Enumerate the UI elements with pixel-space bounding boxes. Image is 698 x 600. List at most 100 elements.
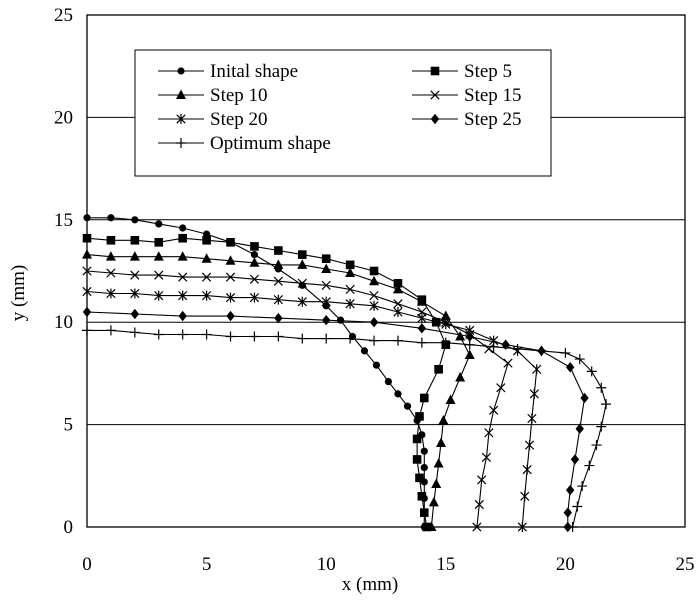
point-step-5-1 [106, 235, 116, 245]
point-step-20-1 [106, 288, 116, 299]
point-step-20-4 [178, 290, 188, 301]
point-inital-shape-4 [179, 224, 187, 232]
point-step-5-9 [297, 250, 307, 259]
point-optimum-shape-15 [440, 337, 451, 348]
legend-item-inital-shape: Inital shape [158, 61, 298, 82]
x-axis-tick-labels: 0 5 10 15 20 25 [82, 554, 694, 575]
point-step-15-13 [393, 299, 403, 309]
point-optimum-shape-1 [105, 325, 116, 336]
legend-marker-optimum-shape [176, 138, 186, 148]
point-step-5-11 [345, 260, 355, 270]
y-tick-label-0: 0 [64, 517, 74, 538]
series-step-15 [82, 266, 513, 532]
point-step-15-3 [154, 270, 164, 280]
point-optimum-shape-26 [591, 440, 602, 451]
y-tick-label-10: 10 [54, 312, 73, 333]
x-tick-label-0: 0 [82, 554, 92, 575]
point-step-20-6 [225, 292, 236, 303]
point-step-10-13 [392, 283, 403, 294]
point-inital-shape-13 [360, 347, 369, 355]
point-step-15-20 [489, 405, 499, 415]
point-step-20-11 [345, 298, 355, 309]
point-step-5-20 [412, 434, 422, 444]
point-optimum-shape-18 [512, 343, 523, 354]
point-step-15-22 [481, 452, 492, 462]
legend-label-inital-shape: Inital shape [210, 61, 298, 82]
series-line-step-15 [86, 270, 509, 528]
y-axis-tick-labels: 0 5 10 15 20 25 [54, 5, 73, 538]
point-step-5-10 [321, 254, 331, 264]
series-optimum-shape [82, 325, 612, 532]
legend-item-step-10: Step 10 [158, 85, 268, 106]
legend-marker-step-5 [430, 66, 440, 76]
legend-marker-inital-shape [177, 67, 185, 75]
point-step-25-7 [417, 323, 427, 334]
point-step-5-17 [434, 365, 443, 374]
y-tick-label-15: 15 [54, 210, 73, 231]
x-tick-label-10: 10 [317, 554, 336, 575]
legend-marker-step-15 [430, 90, 440, 100]
point-optimum-shape-8 [273, 331, 284, 342]
point-step-15-12 [369, 290, 379, 301]
point-optimum-shape-14 [416, 337, 427, 348]
point-optimum-shape-10 [321, 333, 332, 344]
point-step-25-16 [563, 507, 572, 518]
point-step-10-18 [455, 371, 466, 382]
point-step-15-18 [503, 358, 513, 368]
point-inital-shape-16 [394, 390, 402, 398]
point-step-5-19 [415, 412, 424, 421]
y-tick-label-25: 25 [54, 5, 73, 26]
point-step-10-17 [464, 349, 475, 359]
x-tick-label-15: 15 [436, 554, 455, 575]
point-inital-shape-11 [336, 316, 345, 324]
point-step-15-5 [201, 272, 212, 282]
point-step-5-2 [130, 235, 140, 245]
point-step-10-1 [105, 251, 116, 261]
point-optimum-shape-5 [201, 329, 212, 340]
point-step-25-14 [570, 454, 580, 465]
point-optimum-shape-17 [488, 341, 499, 352]
legend-label-optimum-shape: Optimum shape [210, 133, 331, 154]
point-step-5-4 [178, 233, 187, 243]
point-step-5-18 [419, 393, 429, 403]
legend-box [134, 49, 552, 177]
point-step-15-1 [106, 268, 116, 278]
point-step-15-8 [273, 276, 283, 286]
point-step-10-2 [129, 251, 140, 261]
point-step-10-7 [249, 257, 260, 267]
point-inital-shape-15 [384, 377, 392, 386]
point-step-15-7 [249, 274, 260, 284]
point-step-10-21 [436, 437, 447, 448]
point-step-20-14 [417, 313, 427, 324]
point-step-5-22 [415, 473, 424, 483]
point-step-25-5 [322, 314, 331, 326]
point-step-20-24 [520, 491, 530, 502]
point-optimum-shape-3 [153, 329, 164, 340]
point-step-20-23 [522, 464, 532, 475]
point-step-10-9 [297, 259, 308, 269]
point-step-10-25 [426, 521, 437, 531]
point-step-10-20 [438, 415, 449, 425]
legend-item-optimum-shape: Optimum shape [158, 133, 331, 154]
point-step-10-23 [431, 478, 442, 488]
point-step-15-10 [321, 280, 331, 290]
point-step-15-19 [496, 383, 506, 393]
point-step-10-22 [433, 458, 444, 468]
point-step-15-9 [297, 278, 307, 288]
point-optimum-shape-6 [225, 331, 236, 342]
legend-label-step-20: Step 20 [210, 109, 268, 130]
point-step-20-3 [154, 290, 164, 301]
point-step-10-4 [177, 251, 188, 261]
point-step-10-6 [225, 255, 236, 265]
point-optimum-shape-22 [586, 366, 597, 377]
legend-item-step-5: Step 5 [412, 61, 512, 82]
point-step-10-16 [455, 331, 466, 341]
point-step-5-24 [419, 508, 429, 517]
legend-item-step-15: Step 15 [412, 85, 522, 106]
point-step-10-12 [369, 275, 380, 286]
y-axis-title: y (mm) [8, 265, 29, 321]
point-step-10-11 [345, 267, 356, 278]
series-line-step-25 [86, 311, 586, 527]
point-optimum-shape-16 [464, 339, 475, 350]
